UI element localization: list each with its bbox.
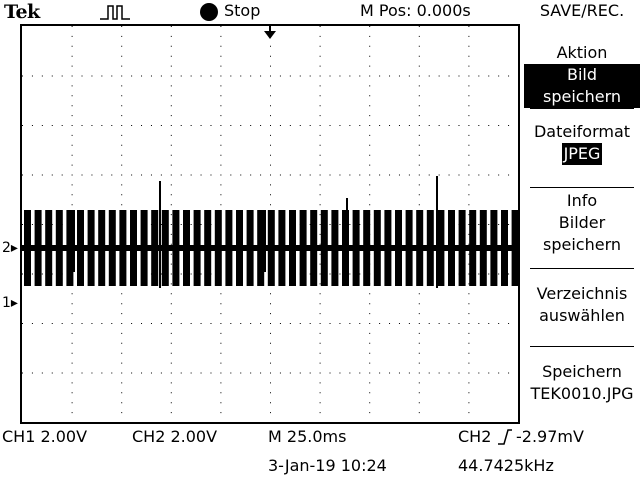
menu-file-format-button[interactable]: Dateiformat JPEG	[524, 121, 640, 165]
trigger-level-readout: -2.97mV	[516, 427, 584, 446]
waveform-display	[20, 24, 520, 424]
menu-file-format-label: Dateiformat	[533, 122, 631, 141]
menu-divider	[530, 108, 634, 109]
menu-file-format-value: JPEG	[561, 143, 603, 165]
ch2-right-marker: ◂	[510, 240, 518, 256]
ch2-scale-readout: CH2 2.00V	[132, 427, 218, 446]
horizontal-position-readout: M Pos: 0.000s	[360, 1, 471, 20]
trigger-source-readout: CH2	[458, 427, 492, 446]
menu-select-folder-line2: auswählen	[539, 306, 625, 325]
menu-save-line1: Speichern	[542, 362, 622, 381]
rising-edge-trigger-icon	[498, 429, 512, 445]
trigger-pulse-icon	[100, 5, 130, 20]
menu-divider	[530, 346, 634, 347]
menu-action-button[interactable]: Aktion Bild speichern	[524, 42, 640, 108]
menu-info-button[interactable]: Info Bilder speichern	[524, 190, 640, 256]
menu-select-folder-button[interactable]: Verzeichnis auswählen	[524, 283, 640, 327]
stop-indicator-icon	[200, 3, 218, 21]
side-menu: Aktion Bild speichern Dateiformat JPEG I…	[524, 24, 640, 424]
menu-save-filename: TEK0010.JPG	[530, 384, 634, 403]
menu-divider	[530, 187, 634, 188]
ch1-scale-readout: CH1 2.00V	[2, 427, 88, 446]
ch1-ground-marker: 1▸	[2, 295, 18, 311]
waveform-graticule	[22, 26, 518, 422]
menu-divider	[530, 268, 634, 269]
menu-action-value: Bild speichern	[524, 64, 640, 108]
menu-info-line3: speichern	[543, 235, 621, 254]
top-status-bar: Tek Stop M Pos: 0.000s SAVE/REC.	[0, 0, 640, 24]
frequency-readout: 44.7425kHz	[458, 456, 554, 475]
date-time-readout: 3-Jan-19 10:24	[268, 456, 387, 475]
menu-select-folder-line1: Verzeichnis	[536, 284, 628, 303]
ch2-ground-marker: 2▸	[2, 240, 18, 256]
menu-info-line2: Bilder	[558, 213, 606, 232]
menu-info-line1: Info	[566, 191, 598, 210]
timebase-readout: M 25.0ms	[268, 427, 347, 446]
run-state-label: Stop	[224, 1, 261, 20]
waveform-bursts	[24, 210, 518, 286]
menu-action-label: Aktion	[556, 43, 608, 62]
menu-title: SAVE/REC.	[539, 1, 625, 20]
menu-save-button[interactable]: Speichern TEK0010.JPG	[524, 361, 640, 405]
brand-logo: Tek	[4, 1, 40, 23]
